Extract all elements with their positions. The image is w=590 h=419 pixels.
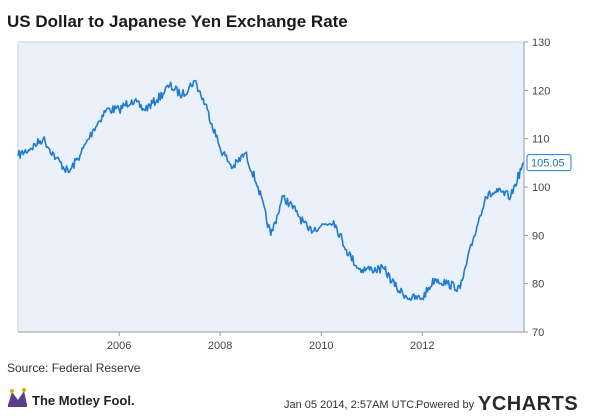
ycharts-logo[interactable]: YCHARTS — [478, 393, 578, 415]
last-value-label: 105.05 — [526, 154, 572, 172]
x-tick-label: 2006 — [107, 340, 131, 352]
last-value-text: 105.05 — [531, 158, 565, 170]
y-tick-label: 130 — [532, 37, 550, 49]
x-axis-ticks: 2006 2008 2010 2012 — [107, 332, 435, 352]
y-axis-ticks: 130 120 110 100 90 80 70 — [524, 37, 550, 339]
y-tick-label: 80 — [532, 279, 544, 291]
jester-hat-icon — [8, 388, 27, 407]
motley-fool-logo[interactable]: The Motley Fool. — [8, 388, 135, 408]
timestamp-text: Jan 05 2014, 2:57AM UTC. — [284, 399, 417, 411]
y-tick-label: 120 — [532, 85, 550, 97]
x-tick-label: 2010 — [309, 340, 333, 352]
source-text: Source: Federal Reserve — [7, 361, 141, 375]
plot-area — [17, 41, 525, 333]
y-tick-label: 100 — [532, 182, 550, 194]
powered-by-text: Powered by — [416, 399, 475, 411]
ycharts-logo-text: YCHARTS — [478, 393, 578, 415]
x-tick-label: 2012 — [410, 340, 434, 352]
y-tick-label: 110 — [532, 134, 550, 146]
x-tick-label: 2008 — [208, 340, 232, 352]
series-line-usd-jpy — [17, 79, 525, 302]
y-tick-label: 90 — [532, 230, 544, 242]
y-tick-label: 70 — [532, 327, 544, 339]
motley-fool-logo-text: The Motley Fool. — [32, 393, 135, 408]
chart-title: US Dollar to Japanese Yen Exchange Rate — [7, 12, 348, 31]
